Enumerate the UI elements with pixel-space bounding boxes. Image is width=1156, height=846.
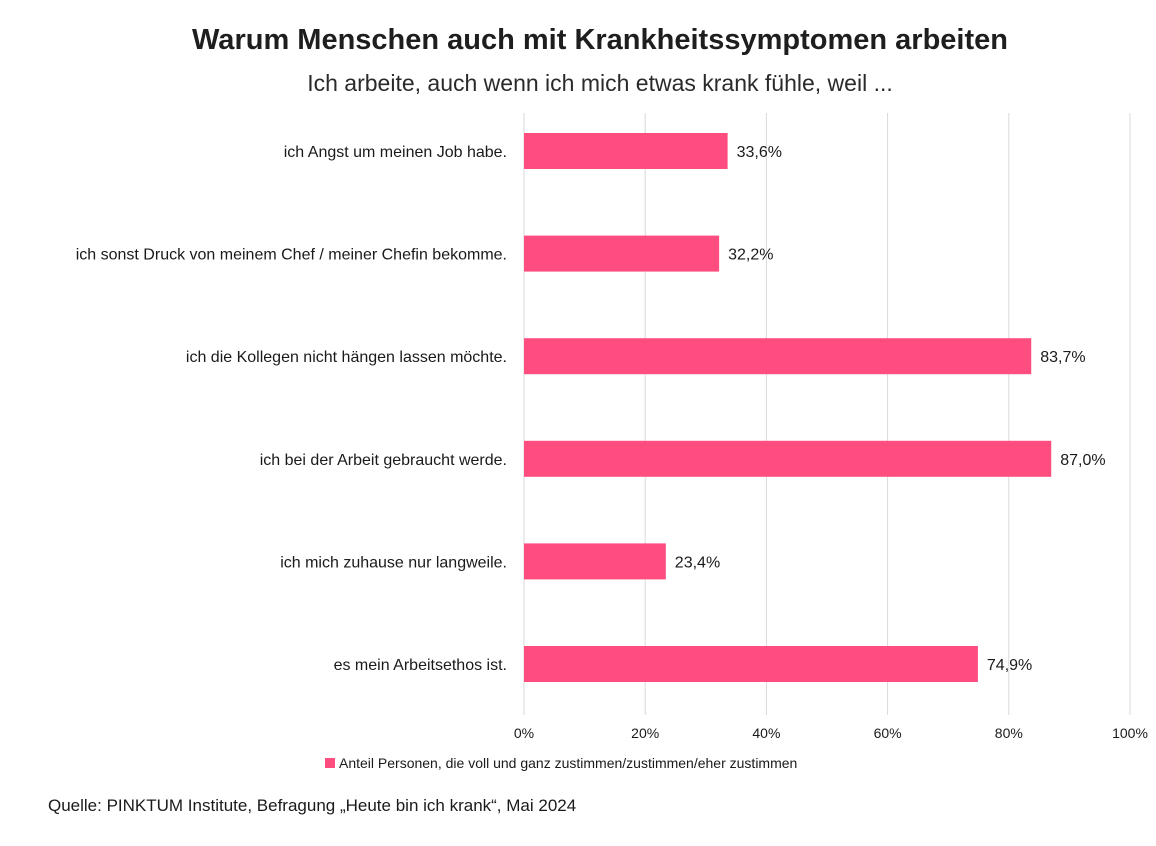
bar bbox=[524, 440, 1052, 477]
category-label: ich Angst um meinen Job habe. bbox=[284, 144, 507, 161]
category-label: ich mich zuhause nur langweile. bbox=[280, 554, 507, 571]
x-tick-label: 100% bbox=[1112, 725, 1148, 741]
bars: ich Angst um meinen Job habe. 33,6% ich so… bbox=[76, 133, 1106, 682]
data-label: 32,2% bbox=[728, 247, 773, 264]
data-label: 87,0% bbox=[1060, 452, 1105, 469]
gridlines bbox=[523, 113, 1131, 715]
x-tick-label: 80% bbox=[995, 725, 1023, 741]
x-tick-label: 60% bbox=[874, 725, 902, 741]
x-tick-label: 0% bbox=[514, 725, 534, 741]
legend: Anteil Personen, die voll und ganz zusti… bbox=[325, 755, 797, 771]
source-note: Quelle: PINKTUM Institute, Befragung „He… bbox=[48, 796, 576, 815]
x-tick-label: 20% bbox=[631, 725, 659, 741]
x-axis: 0% 20% 40% 60% 80% 100% bbox=[514, 725, 1148, 741]
x-tick-label: 40% bbox=[752, 725, 780, 741]
data-label: 23,4% bbox=[675, 554, 720, 571]
category-label: ich bei der Arbeit gebraucht werde. bbox=[260, 452, 507, 469]
category-label: ich die Kollegen nicht hängen lassen möc… bbox=[186, 349, 507, 366]
bar bbox=[524, 646, 978, 682]
bar bbox=[524, 338, 1032, 375]
category-label: ich sonst Druck von meinem Chef / meiner… bbox=[76, 247, 507, 264]
chart-subtitle: Ich arbeite, auch wenn ich mich etwas kr… bbox=[307, 70, 893, 96]
category-label: es mein Arbeitsethos ist. bbox=[334, 657, 507, 674]
chart-title: Warum Menschen auch mit Krankheitssympto… bbox=[192, 24, 1008, 56]
bar bbox=[524, 133, 728, 169]
legend-swatch bbox=[325, 758, 335, 768]
data-label: 74,9% bbox=[987, 657, 1032, 674]
bar bbox=[524, 543, 666, 580]
data-label: 83,7% bbox=[1040, 349, 1085, 366]
bar bbox=[524, 235, 720, 272]
data-label: 33,6% bbox=[737, 144, 782, 161]
legend-label: Anteil Personen, die voll und ganz zusti… bbox=[339, 755, 797, 771]
